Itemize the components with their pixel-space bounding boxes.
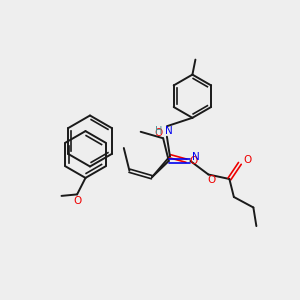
- Text: O: O: [243, 155, 251, 165]
- Text: O: O: [154, 128, 163, 138]
- Text: N: N: [165, 126, 173, 136]
- Text: N: N: [192, 152, 200, 162]
- Text: O: O: [207, 176, 215, 185]
- Text: O: O: [189, 156, 197, 166]
- Text: H: H: [155, 126, 162, 136]
- Text: O: O: [73, 196, 81, 206]
